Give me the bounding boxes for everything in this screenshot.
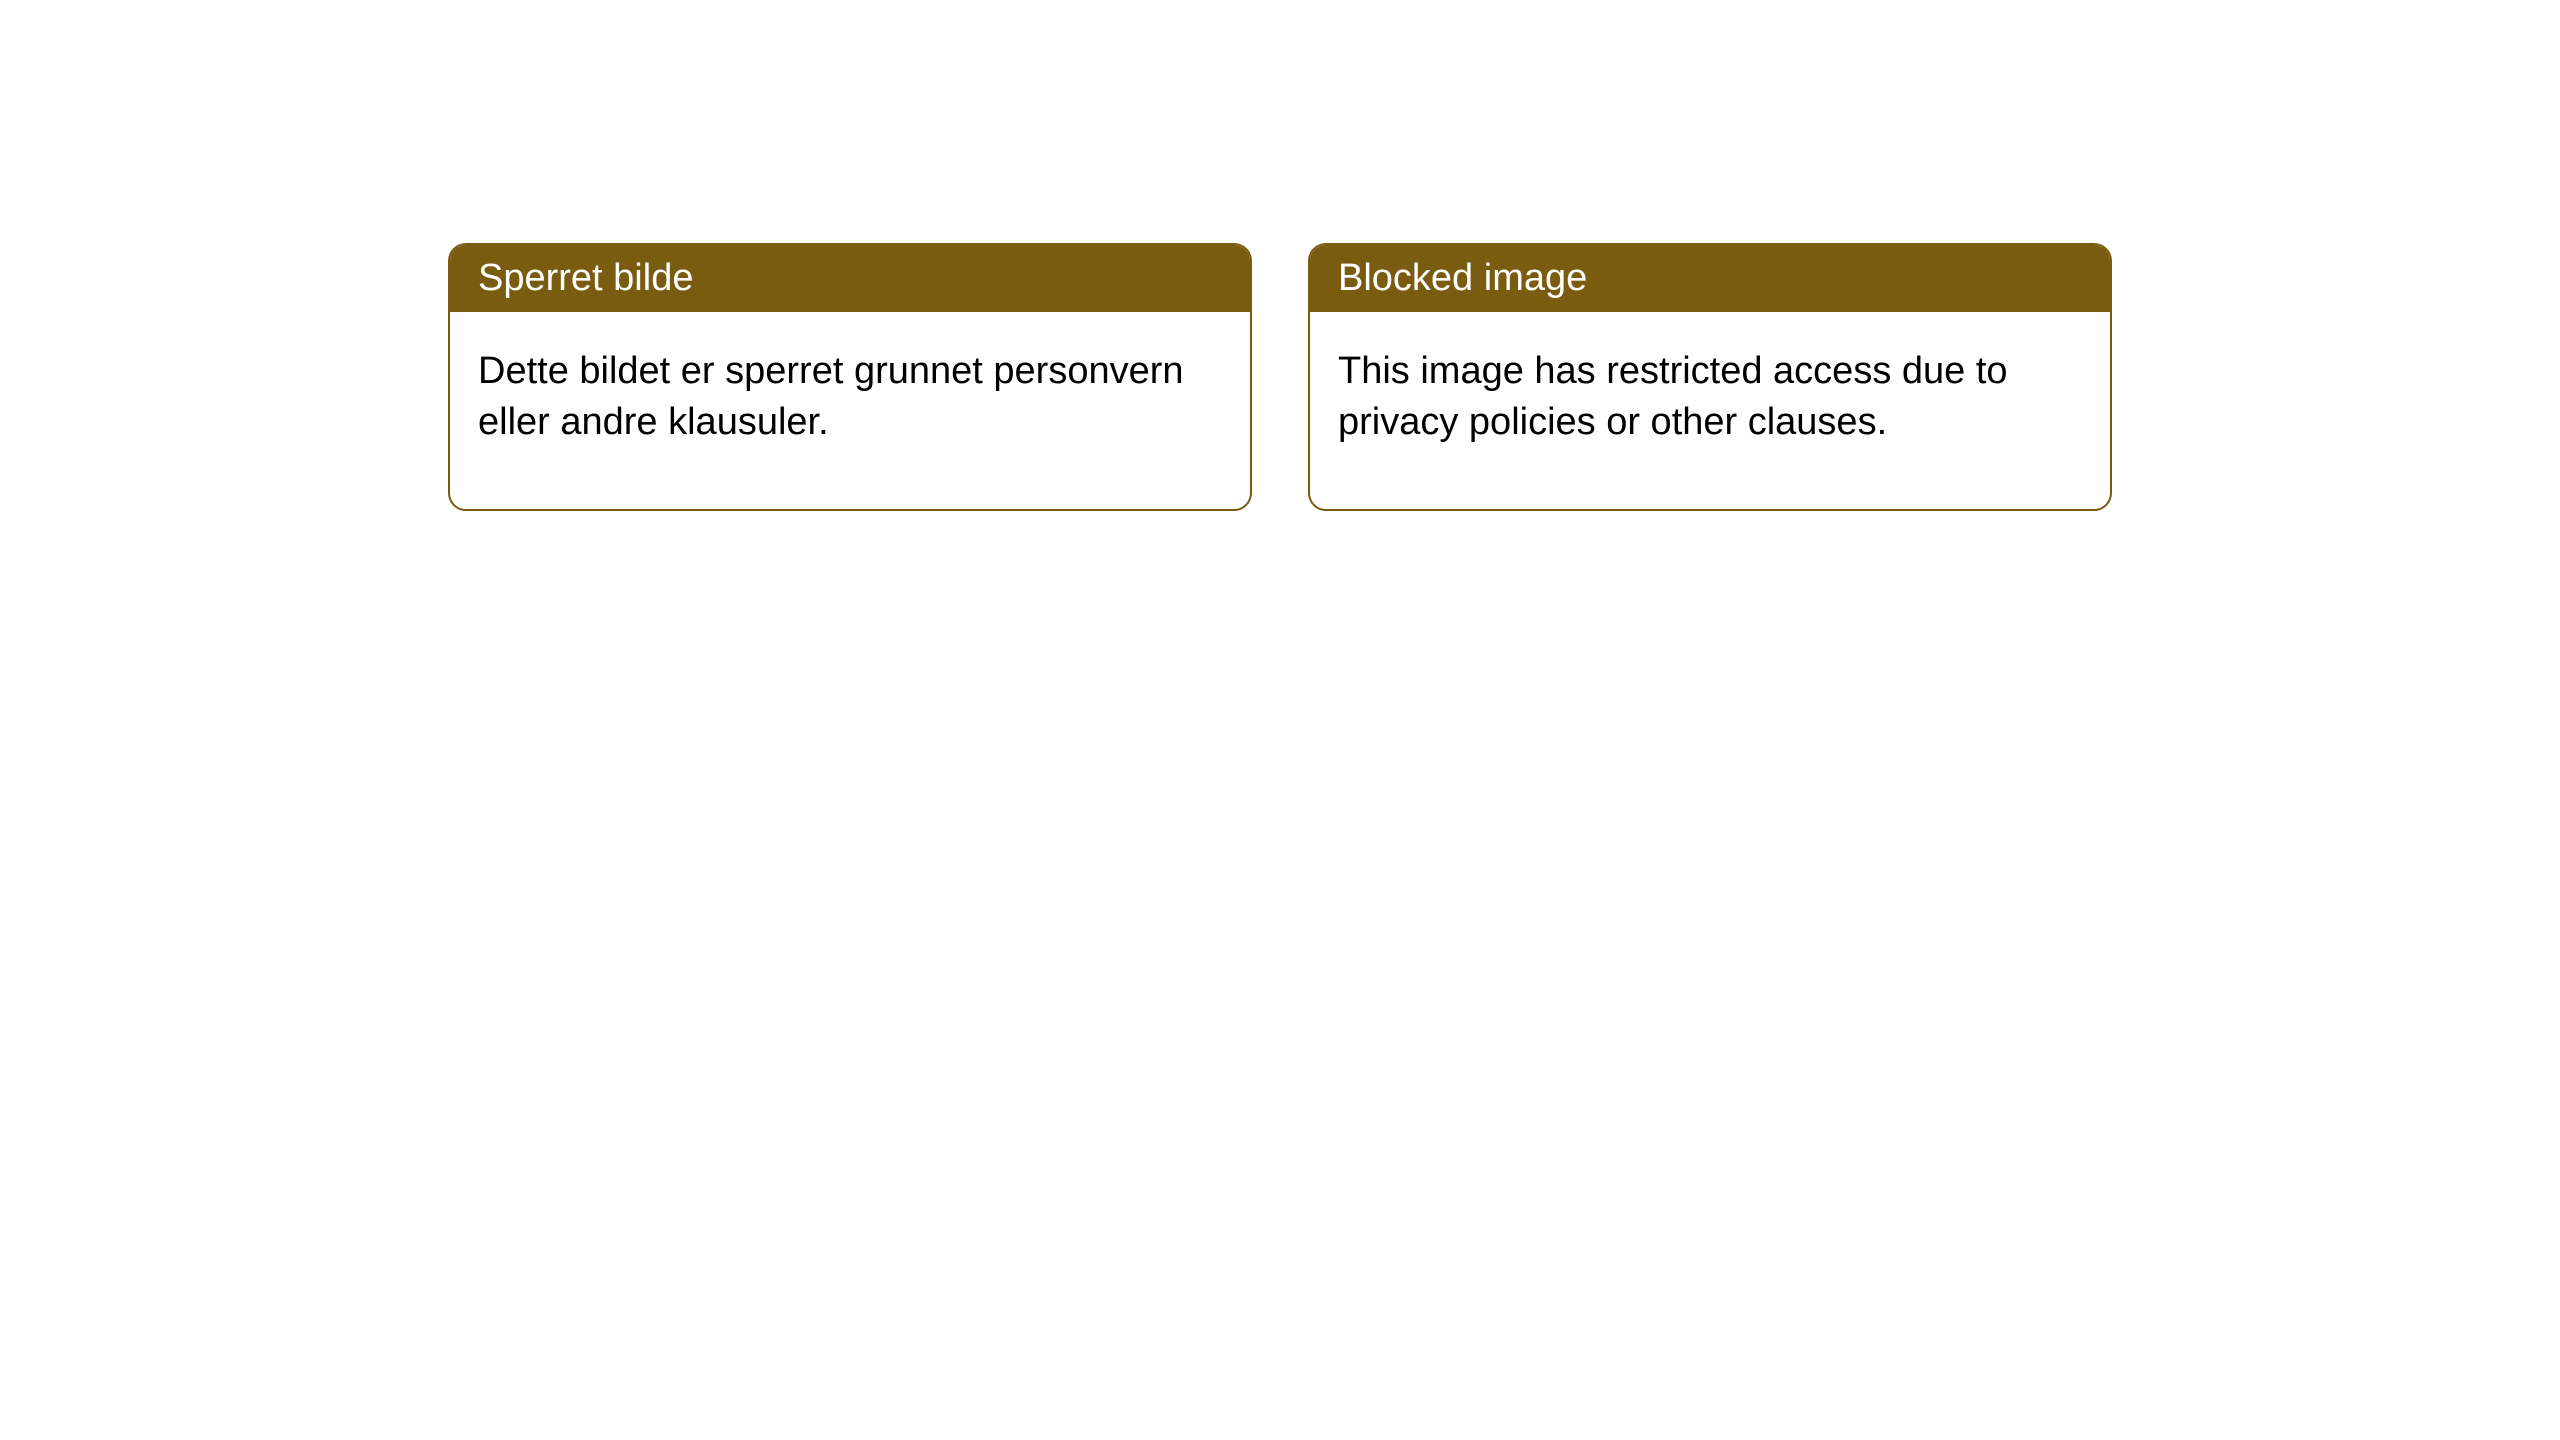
notice-text: Dette bildet er sperret grunnet personve…: [478, 350, 1184, 443]
notice-title: Sperret bilde: [478, 257, 693, 299]
notice-body: Dette bildet er sperret grunnet personve…: [450, 312, 1250, 509]
notice-body: This image has restricted access due to …: [1310, 312, 2110, 509]
notice-container: Sperret bilde Dette bildet er sperret gr…: [0, 0, 2560, 511]
notice-box-english: Blocked image This image has restricted …: [1308, 243, 2112, 511]
notice-header: Blocked image: [1310, 245, 2110, 312]
notice-header: Sperret bilde: [450, 245, 1250, 312]
notice-text: This image has restricted access due to …: [1338, 350, 2008, 443]
notice-title: Blocked image: [1338, 257, 1587, 299]
notice-box-norwegian: Sperret bilde Dette bildet er sperret gr…: [448, 243, 1252, 511]
